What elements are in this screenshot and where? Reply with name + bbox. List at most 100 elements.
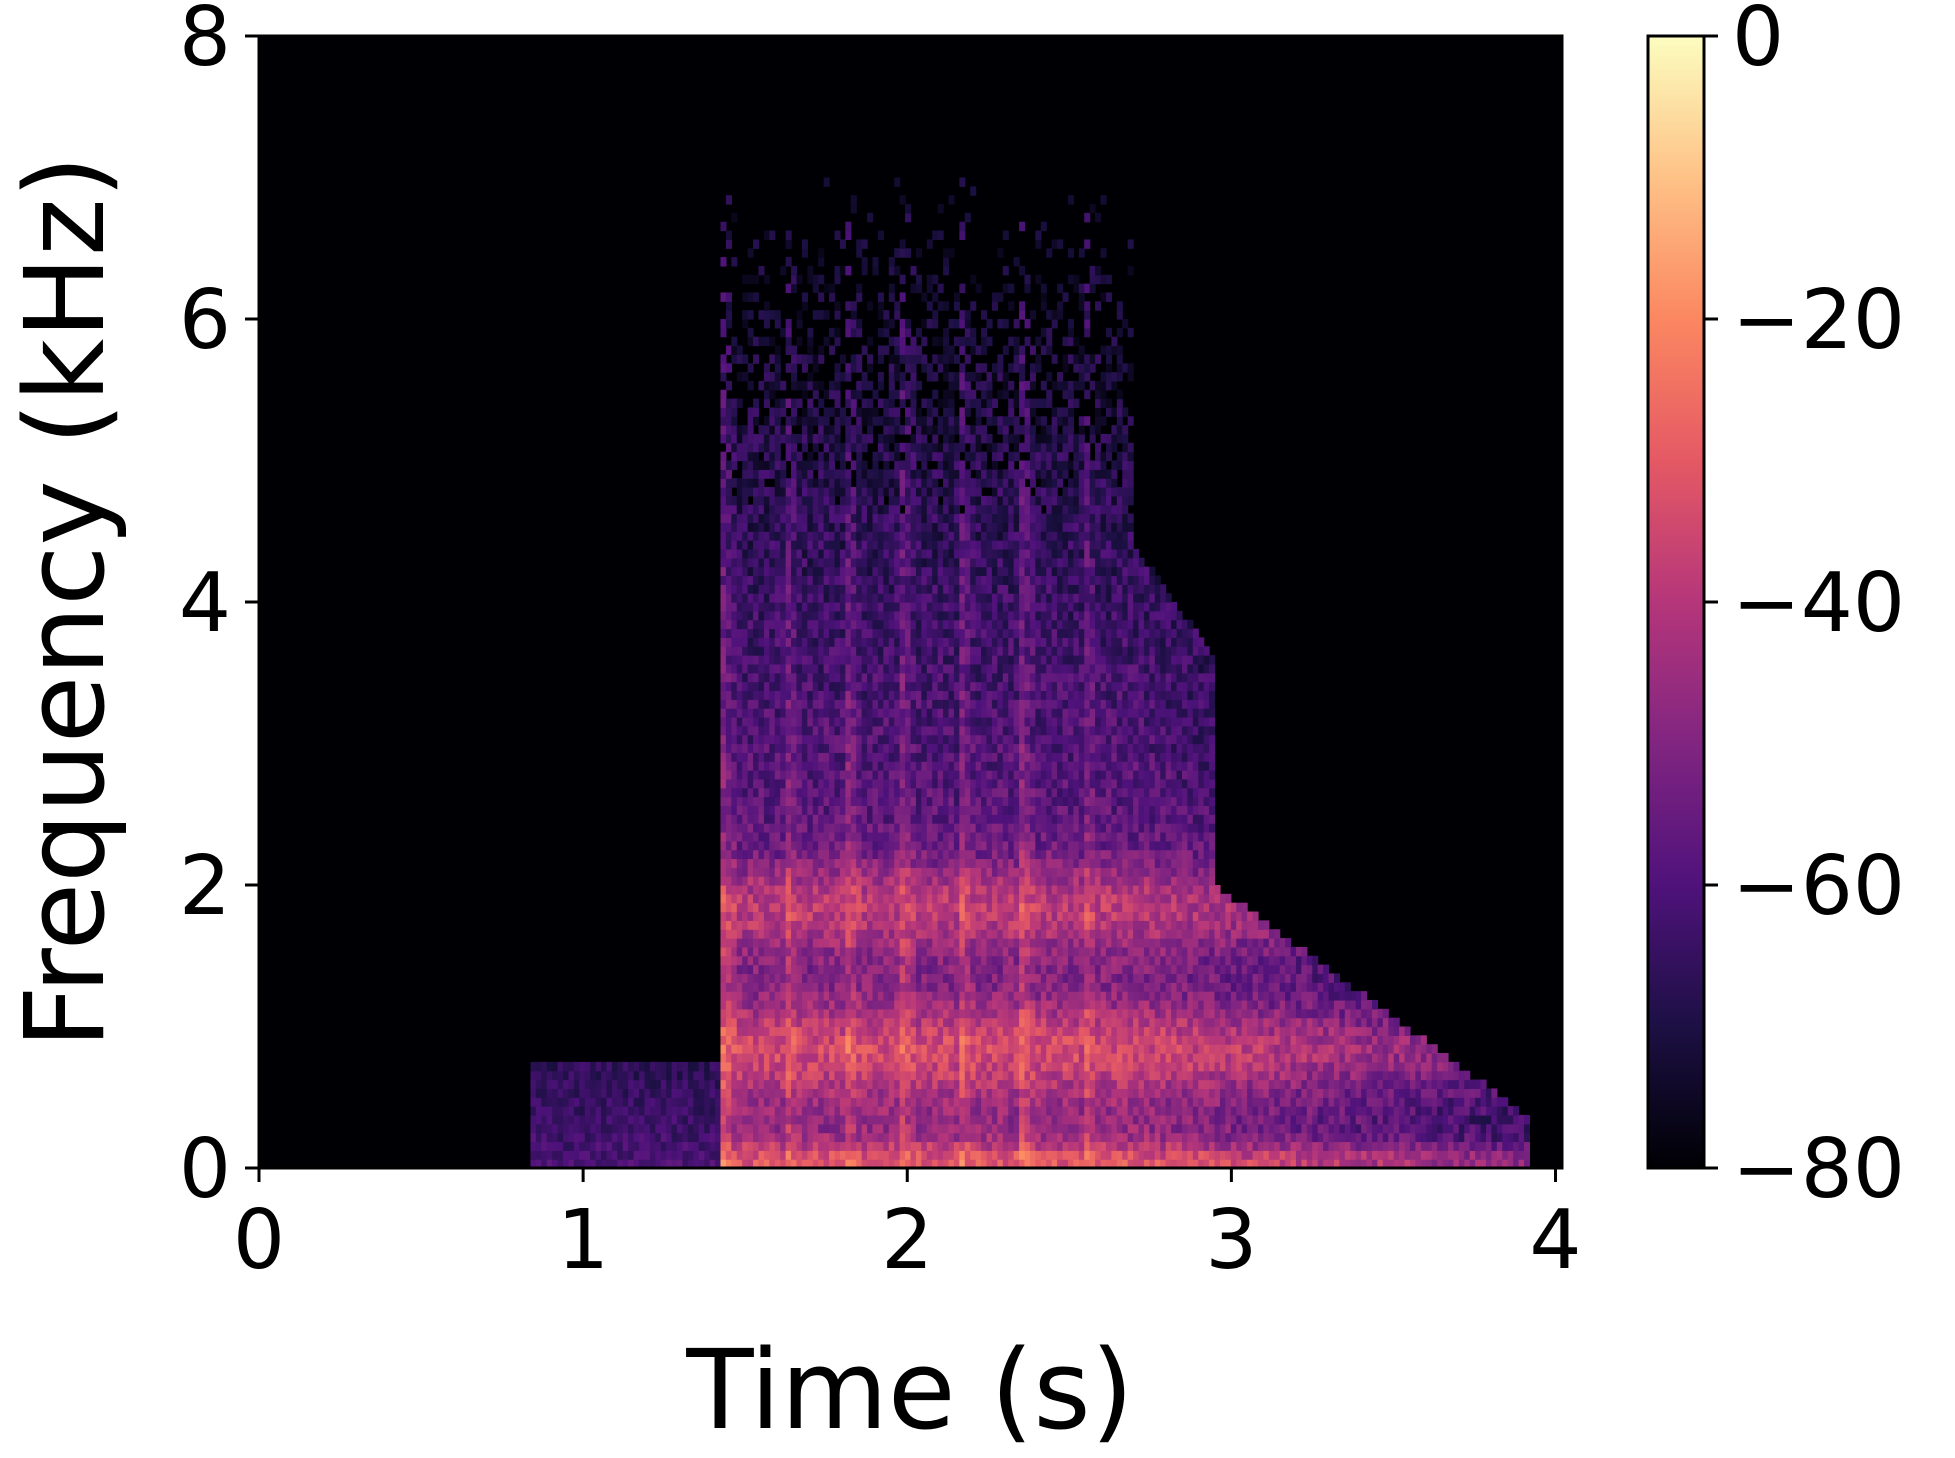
heatmap-cell bbox=[915, 893, 922, 904]
heatmap-cell bbox=[715, 1141, 722, 1151]
heatmap-cell bbox=[943, 575, 950, 585]
heatmap-cell bbox=[747, 805, 754, 815]
heatmap-cell bbox=[725, 681, 732, 692]
heatmap-cell bbox=[948, 929, 955, 939]
heatmap-cell bbox=[731, 566, 738, 577]
heatmap-cell bbox=[801, 1088, 808, 1098]
heatmap-cell bbox=[834, 230, 841, 240]
heatmap-cell bbox=[720, 778, 727, 789]
heatmap-cell bbox=[894, 1070, 901, 1081]
heatmap-cell bbox=[905, 495, 912, 506]
heatmap-cell bbox=[829, 893, 836, 904]
heatmap-cell bbox=[915, 681, 922, 692]
heatmap-cell bbox=[856, 1150, 863, 1160]
heatmap-cell bbox=[704, 1061, 711, 1072]
heatmap-cell bbox=[970, 663, 977, 674]
heatmap-cell bbox=[975, 920, 982, 930]
heatmap-cell bbox=[970, 1017, 977, 1028]
heatmap-cell bbox=[883, 858, 890, 868]
heatmap-cell bbox=[731, 1026, 738, 1036]
heatmap-cell bbox=[720, 805, 727, 815]
heatmap-cell bbox=[915, 752, 922, 762]
heatmap-cell bbox=[861, 796, 868, 806]
heatmap-cell bbox=[807, 708, 814, 718]
heatmap-cell bbox=[823, 522, 830, 532]
heatmap-cell bbox=[981, 1097, 988, 1107]
heatmap-cell bbox=[845, 646, 852, 656]
heatmap-cell bbox=[807, 690, 814, 700]
heatmap-cell bbox=[899, 823, 906, 833]
heatmap-cell bbox=[861, 708, 868, 718]
heatmap-cell bbox=[557, 1061, 564, 1072]
heatmap-cell bbox=[557, 1123, 564, 1134]
heatmap-cell bbox=[834, 1044, 841, 1054]
heatmap-cell bbox=[791, 1079, 798, 1089]
heatmap-cell bbox=[845, 672, 852, 683]
heatmap-cell bbox=[791, 416, 798, 426]
heatmap-cell bbox=[742, 840, 749, 851]
heatmap-cell bbox=[948, 938, 955, 948]
heatmap-cell bbox=[861, 840, 868, 851]
heatmap-cell bbox=[774, 637, 781, 647]
heatmap-cell bbox=[953, 478, 960, 488]
heatmap-cell bbox=[959, 814, 966, 824]
heatmap-cell bbox=[948, 610, 955, 621]
heatmap-cell bbox=[883, 522, 890, 532]
heatmap-cell bbox=[725, 1159, 732, 1169]
heatmap-cell bbox=[839, 805, 846, 815]
heatmap-cell bbox=[845, 478, 852, 488]
heatmap-cell bbox=[807, 619, 814, 630]
heatmap-cell bbox=[894, 681, 901, 692]
heatmap-cell bbox=[948, 425, 955, 435]
heatmap-cell bbox=[731, 982, 738, 992]
heatmap-cell bbox=[905, 858, 912, 868]
heatmap-cell bbox=[791, 893, 798, 904]
heatmap-cell bbox=[736, 840, 743, 851]
heatmap-cell bbox=[948, 195, 955, 205]
heatmap-cell bbox=[590, 1097, 597, 1107]
heatmap-cell bbox=[801, 867, 808, 877]
heatmap-cell bbox=[894, 805, 901, 815]
heatmap-cell bbox=[948, 849, 955, 860]
heatmap-cell bbox=[796, 566, 803, 577]
heatmap-cell bbox=[921, 628, 928, 638]
heatmap-cell bbox=[742, 487, 749, 497]
heatmap-cell bbox=[905, 1123, 912, 1134]
heatmap-cell bbox=[769, 610, 776, 621]
heatmap-cell bbox=[644, 1079, 651, 1089]
heatmap-cell bbox=[932, 902, 939, 913]
heatmap-cell bbox=[975, 548, 982, 559]
heatmap-cell bbox=[769, 973, 776, 983]
heatmap-cell bbox=[785, 230, 792, 240]
heatmap-cell bbox=[807, 938, 814, 948]
heatmap-cell bbox=[736, 655, 743, 665]
heatmap-cell bbox=[774, 938, 781, 948]
heatmap-cell bbox=[758, 672, 765, 683]
heatmap-cell bbox=[682, 1141, 689, 1151]
heatmap-cell bbox=[959, 425, 966, 435]
heatmap-cell bbox=[932, 469, 939, 479]
heatmap-cell bbox=[986, 1017, 993, 1028]
heatmap-cell bbox=[791, 849, 798, 860]
heatmap-cell bbox=[639, 1088, 646, 1098]
heatmap-cell bbox=[921, 1132, 928, 1143]
heatmap-cell bbox=[742, 637, 749, 647]
heatmap-cell bbox=[888, 849, 895, 860]
heatmap-cell bbox=[975, 991, 982, 1001]
heatmap-cell bbox=[970, 885, 977, 895]
heatmap-cell bbox=[937, 610, 944, 621]
heatmap-cell bbox=[953, 708, 960, 718]
heatmap-cell bbox=[747, 876, 754, 886]
heatmap-cell bbox=[921, 566, 928, 577]
heatmap-cell bbox=[845, 787, 852, 798]
heatmap-cell bbox=[975, 1017, 982, 1028]
heatmap-cell bbox=[926, 920, 933, 930]
heatmap-cell bbox=[785, 796, 792, 806]
heatmap-cell bbox=[915, 1106, 922, 1116]
heatmap-cell bbox=[948, 575, 955, 585]
heatmap-cell bbox=[905, 1132, 912, 1143]
heatmap-cell bbox=[877, 770, 884, 780]
heatmap-cell bbox=[785, 1088, 792, 1098]
heatmap-cell bbox=[774, 310, 781, 320]
heatmap-cell bbox=[839, 1061, 846, 1072]
